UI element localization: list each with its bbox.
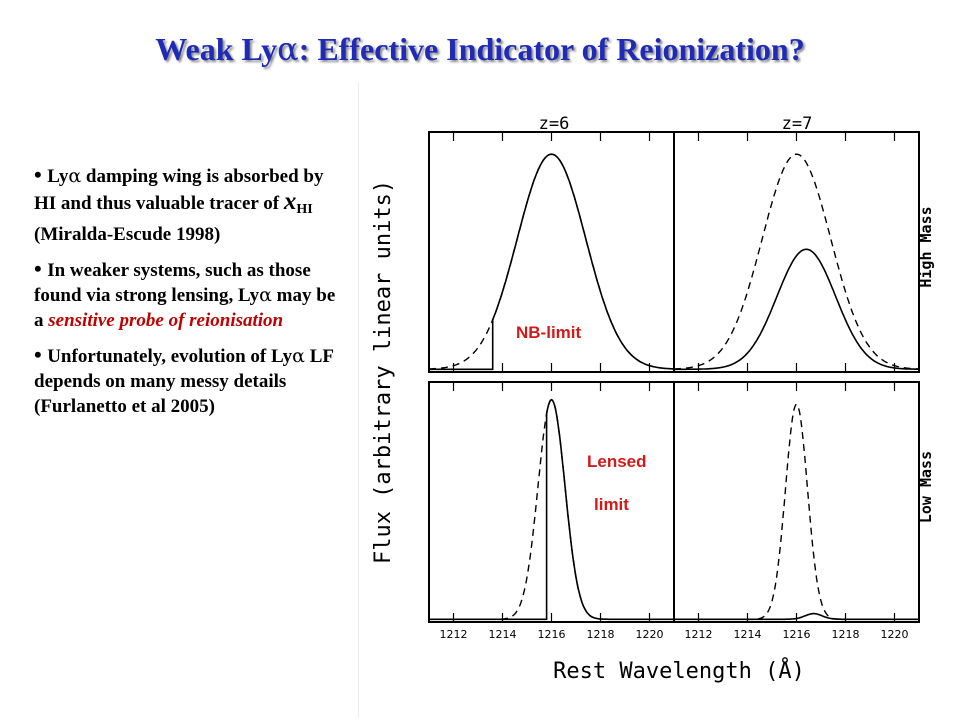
- solid-spectrum-line: [674, 248, 919, 371]
- x-axis-title: Rest Wavelength (Å): [553, 657, 805, 684]
- x-tick-label: 1214: [489, 628, 517, 641]
- x-tick-label: 1212: [440, 628, 468, 641]
- bullet-item: • In weaker systems, such as those found…: [34, 256, 336, 331]
- x-tick-label: 1220: [881, 628, 909, 641]
- bullet-item: • Unfortunately, evolution of Lyα LF dep…: [34, 342, 334, 417]
- dashed-spectrum-line: [674, 153, 919, 370]
- spectra-plot: 1212 1214 1216 1218 1220 1212 1214 1216 1218 1220…: [371, 114, 935, 684]
- x-tick-label: 1216: [538, 628, 566, 641]
- row-label-high-mass: High Mass: [917, 206, 935, 287]
- bullet-item: • Lyα damping wing is absorbed by HI and…: [34, 162, 324, 245]
- spectra-figure: 1212 1214 1216 1218 1220 1212 1214 1216 1218 1220…: [358, 82, 945, 718]
- plot-panel: [673, 381, 920, 623]
- col-label-z6: z=6: [539, 114, 570, 134]
- x-tick-label: 1220: [636, 628, 664, 641]
- y-axis-title: Flux (arbitrary linear units): [371, 180, 396, 564]
- x-tick-label: 1218: [832, 628, 860, 641]
- x-tick-label: 1216: [783, 628, 811, 641]
- x-tick-label: 1218: [587, 628, 615, 641]
- lensed-limit-label: Lensed: [587, 452, 647, 471]
- nb-limit-label: NB-limit: [516, 323, 582, 342]
- plot-panel: [673, 131, 920, 373]
- x-tick-label: 1214: [734, 628, 762, 641]
- solid-spectrum-line: [429, 153, 674, 371]
- solid-spectrum-line: [429, 398, 674, 621]
- dashed-spectrum-line: [429, 398, 674, 620]
- plot-panel: [428, 381, 675, 623]
- solid-spectrum-line: [674, 612, 919, 621]
- col-label-z7: z=7: [782, 114, 813, 134]
- row-label-low-mass: Low Mass: [917, 451, 935, 523]
- x-tick-label: 1212: [685, 628, 713, 641]
- dashed-spectrum-line: [674, 403, 919, 620]
- slide-title: Weak Lyα: Effective Indicator of Reioniz…: [155, 30, 805, 68]
- lensed-limit-label-2: limit: [594, 495, 629, 514]
- bullet-list: • Lyα damping wing is absorbed by HI and…: [34, 162, 340, 428]
